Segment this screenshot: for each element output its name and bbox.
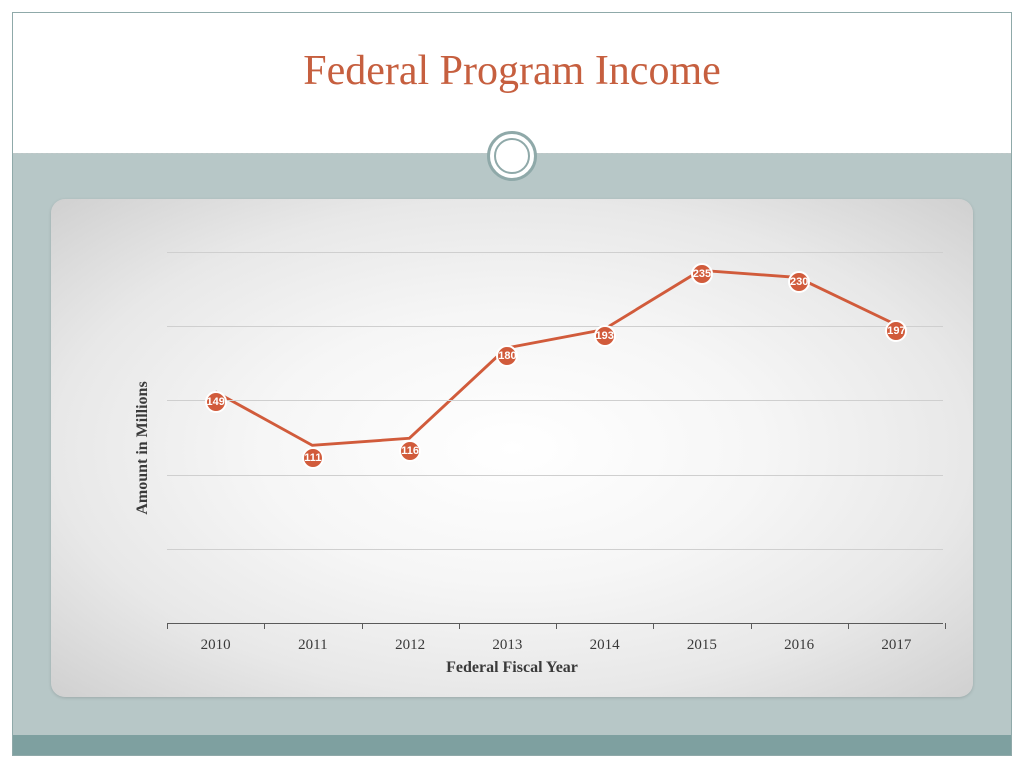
x-tick [264, 623, 265, 629]
gridline [167, 326, 943, 327]
x-axis [167, 623, 943, 624]
ring-ornament [487, 131, 537, 181]
slide-frame: Federal Program Income Amount in Million… [12, 12, 1012, 756]
gridline [167, 549, 943, 550]
data-marker: 197 [885, 320, 907, 342]
x-tick-label: 2011 [298, 637, 327, 654]
x-tick [653, 623, 654, 629]
data-marker: 180 [496, 345, 518, 367]
ring-ornament-inner [494, 138, 530, 174]
bottom-strip [13, 735, 1011, 755]
title-band: Federal Program Income [13, 13, 1011, 141]
chart-panel: Amount in Millions Federal Fiscal Year 2… [51, 199, 973, 697]
x-tick [459, 623, 460, 629]
gridline [167, 400, 943, 401]
series-line [215, 270, 894, 445]
data-marker: 149 [205, 391, 227, 413]
x-tick [751, 623, 752, 629]
data-marker: 235 [691, 263, 713, 285]
x-tick-label: 2017 [881, 637, 911, 654]
plot-area: 2010 2011 2012 2013 2014 2015 2016 2017 149 111 11… [51, 199, 973, 697]
gridline [167, 475, 943, 476]
x-tick-label: 2012 [395, 637, 425, 654]
gridline [167, 252, 943, 253]
slide-title: Federal Program Income [13, 47, 1011, 95]
data-marker: 116 [399, 440, 421, 462]
x-tick-label: 2013 [492, 637, 522, 654]
data-marker: 193 [594, 325, 616, 347]
x-tick [556, 623, 557, 629]
x-tick [167, 623, 168, 629]
x-tick [945, 623, 946, 629]
x-tick-label: 2014 [590, 637, 620, 654]
x-tick [848, 623, 849, 629]
data-marker: 111 [302, 447, 324, 469]
x-tick-label: 2015 [687, 637, 717, 654]
data-marker: 230 [788, 271, 810, 293]
x-tick [362, 623, 363, 629]
x-tick-label: 2016 [784, 637, 814, 654]
x-tick-label: 2010 [201, 637, 231, 654]
